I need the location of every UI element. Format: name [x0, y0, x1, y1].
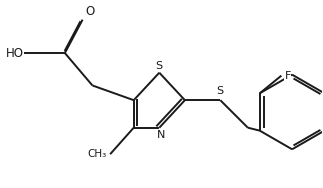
Text: N: N	[157, 130, 165, 139]
Text: CH₃: CH₃	[88, 149, 107, 159]
Text: O: O	[86, 5, 95, 18]
Text: S: S	[217, 86, 224, 96]
Text: F: F	[285, 71, 291, 81]
Text: S: S	[156, 61, 163, 71]
Text: HO: HO	[5, 47, 24, 60]
